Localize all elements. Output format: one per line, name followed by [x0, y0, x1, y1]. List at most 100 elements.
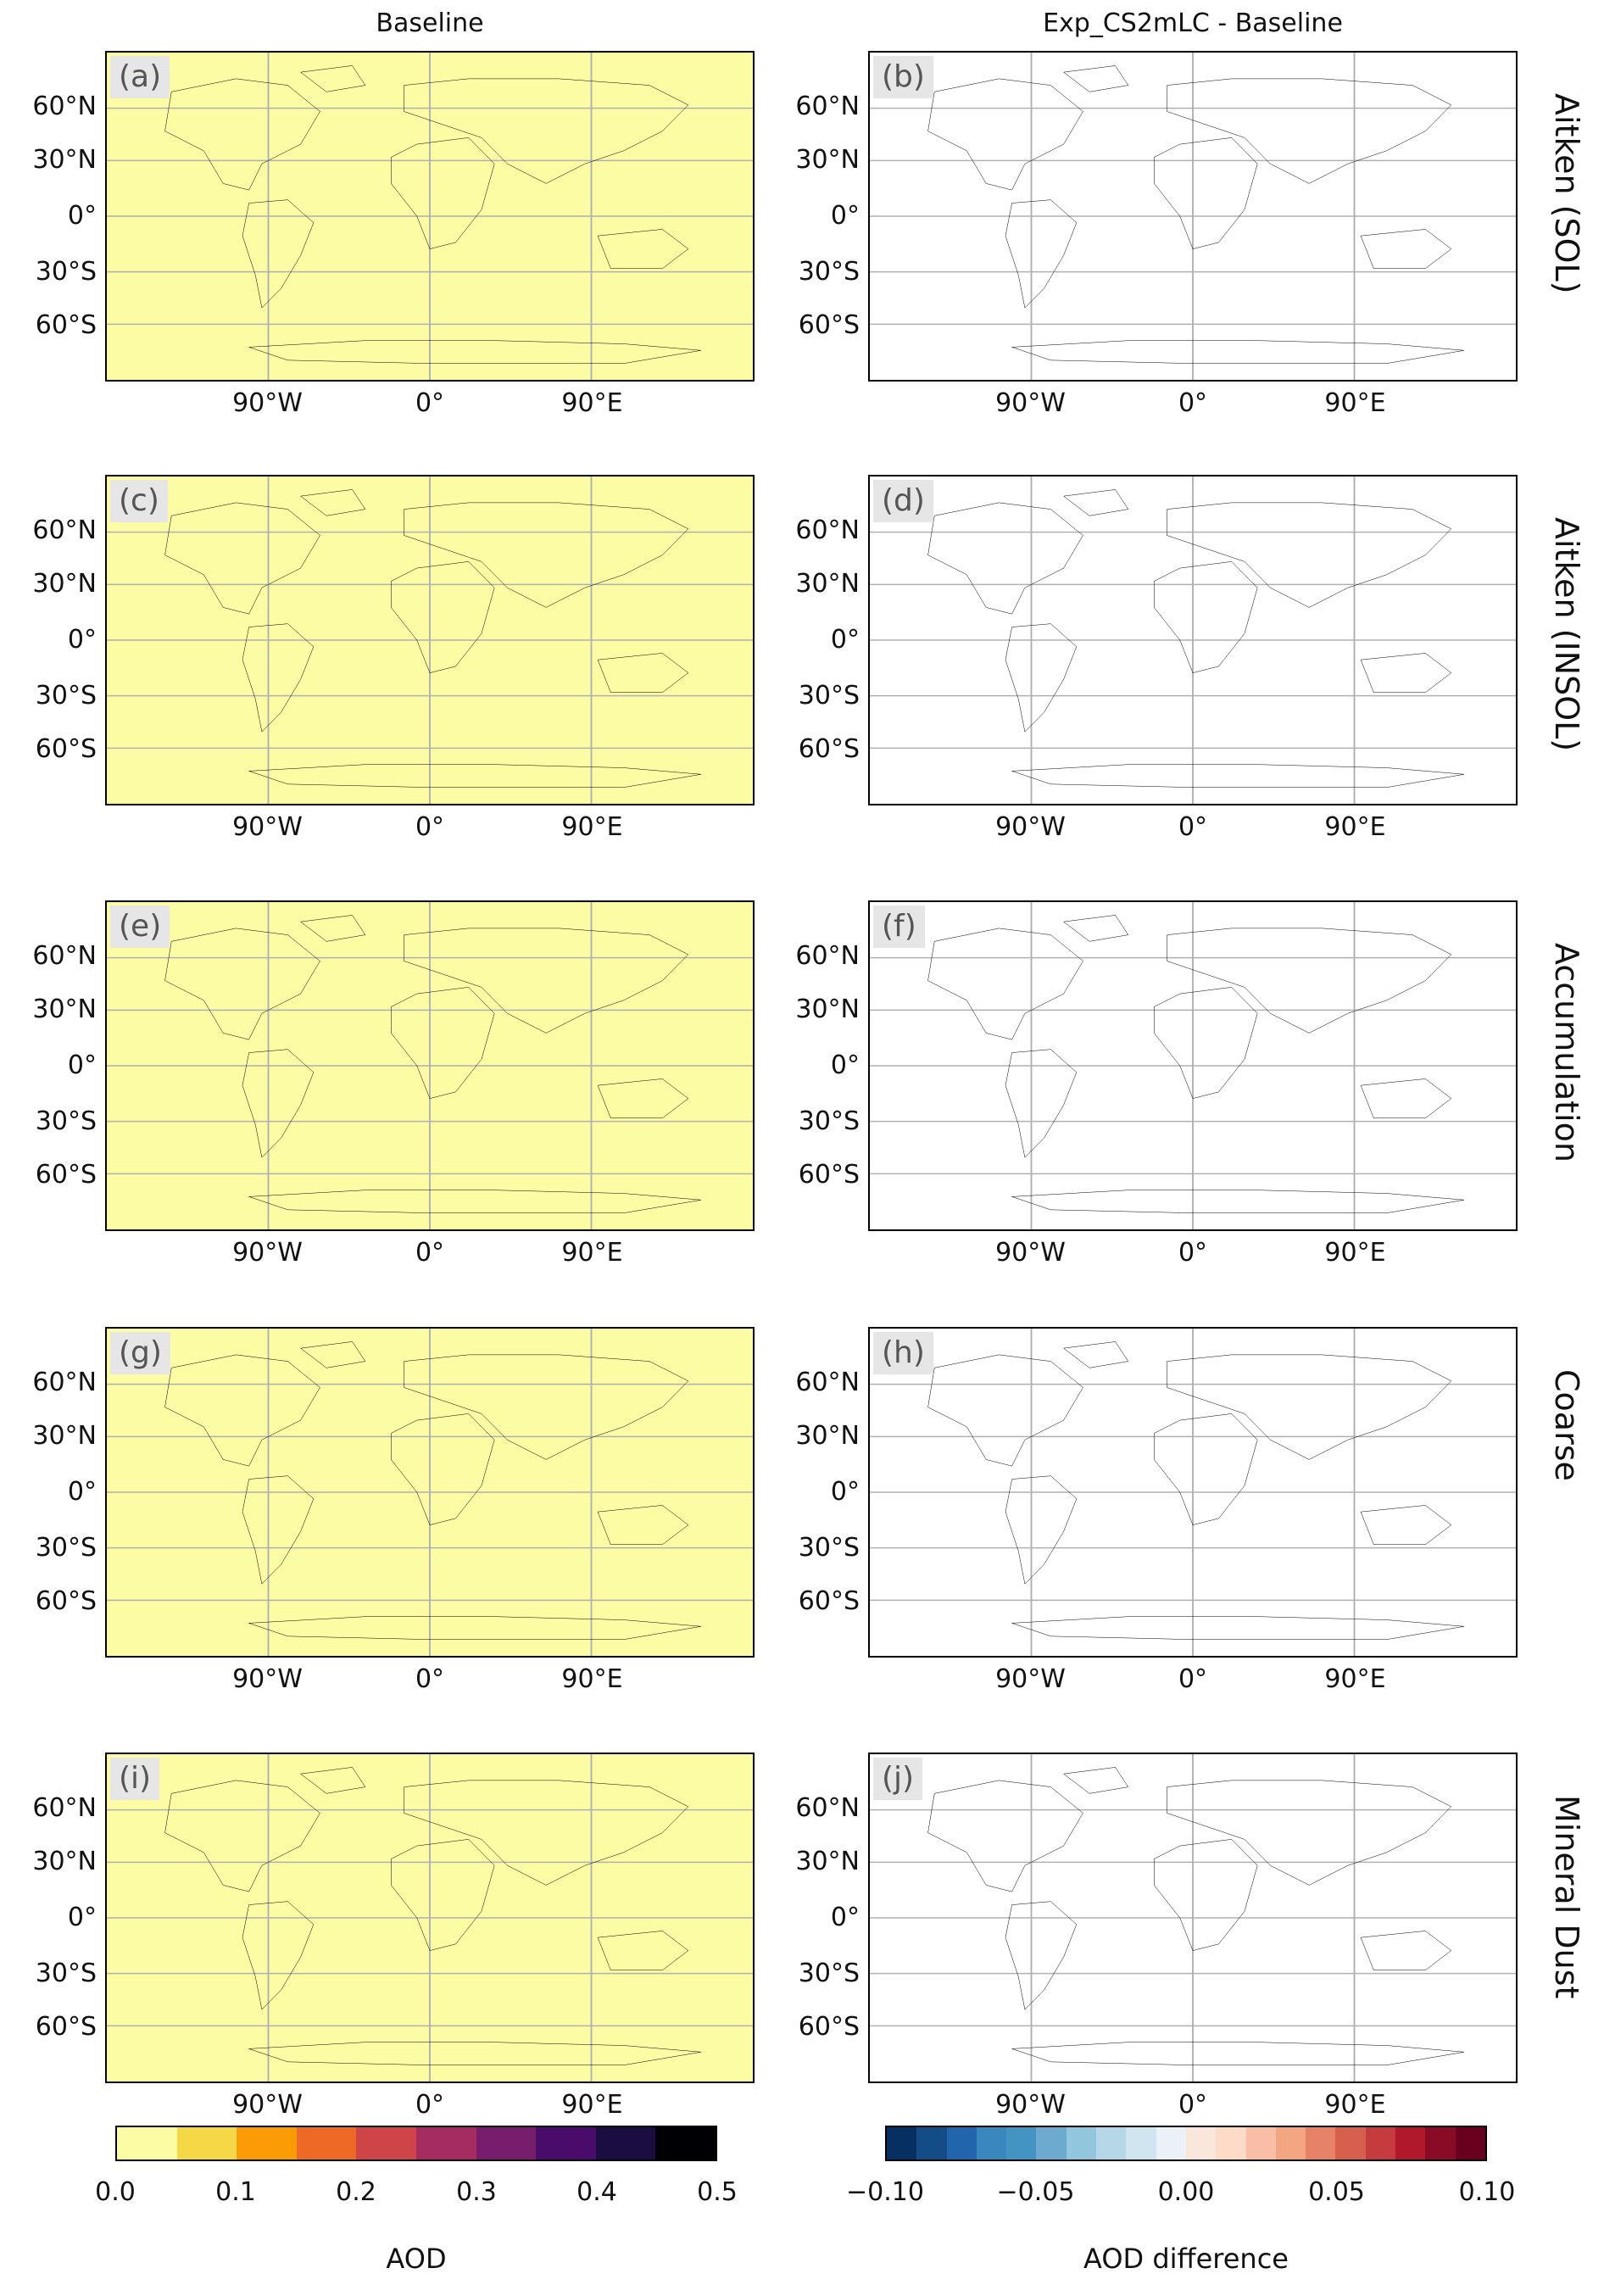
coastline: [391, 137, 494, 248]
longitude-tick-label: 90°E: [1324, 388, 1386, 418]
longitude-tick-label: 90°E: [1324, 2090, 1386, 2120]
coastline: [301, 1341, 365, 1368]
longitude-tick-label: 90°W: [232, 1238, 303, 1268]
colorbar-swatch: [415, 2127, 476, 2159]
coastline: [1154, 987, 1257, 1098]
coastline: [301, 1767, 365, 1793]
panel-letter: (i): [110, 1758, 160, 1800]
coastline: [1361, 1078, 1451, 1117]
coastline: [242, 1476, 314, 1584]
coastline: [1154, 561, 1257, 672]
latitude-tick-label: 60°N: [795, 1793, 860, 1824]
world-map: [107, 902, 753, 1229]
latitude-tick-label: 60°S: [35, 1159, 97, 1190]
latitude-tick-label: 0°: [67, 1050, 97, 1080]
longitude-tick-label: 0°: [415, 1664, 445, 1694]
coastline: [1167, 79, 1451, 184]
coastline: [1167, 1355, 1451, 1460]
longitude-tick-label: 90°W: [232, 1664, 303, 1694]
coastline: [1064, 1341, 1128, 1368]
world-map: [107, 476, 753, 804]
colorbar-swatch: [237, 2127, 297, 2159]
coastline: [165, 1355, 320, 1466]
longitude-tick-label: 90°E: [561, 812, 623, 842]
latitude-tick-label: 30°N: [795, 144, 860, 175]
latitude-tick-label: 30°N: [32, 568, 97, 599]
latitude-tick-label: 60°N: [795, 92, 860, 122]
coastline: [165, 1781, 320, 1892]
longitude-tick-label: 90°E: [1324, 812, 1386, 842]
latitude-tick-label: 30°S: [35, 1959, 97, 1989]
colorbar-tick-label: −0.10: [846, 2177, 924, 2207]
panel-letter: (e): [110, 906, 170, 948]
world-map: [870, 902, 1516, 1229]
coastline: [165, 928, 320, 1039]
coastline: [1012, 1190, 1464, 1213]
world-map: [870, 476, 1516, 804]
colorbar-swatch: [887, 2127, 917, 2159]
coastline: [1005, 624, 1077, 732]
colorbar-tick-label: 0.1: [215, 2177, 256, 2207]
latitude-tick-label: 60°N: [32, 515, 97, 546]
colorbar-swatch: [1036, 2127, 1067, 2159]
latitude-tick-label: 0°: [67, 625, 97, 655]
latitude-tick-label: 30°N: [795, 1420, 860, 1451]
colorbar-swatch: [1275, 2127, 1306, 2159]
longitude-tick-label: 90°W: [232, 2090, 303, 2120]
coastline: [1361, 229, 1451, 268]
latitude-tick-label: 30°S: [798, 1533, 860, 1563]
latitude-tick-label: 60°S: [798, 733, 860, 764]
difference-map-panel: (j): [868, 1753, 1518, 2083]
colorbar-swatch: [916, 2127, 947, 2159]
latitude-tick-label: 60°S: [35, 309, 97, 340]
coastline: [404, 503, 688, 608]
latitude-tick-label: 30°S: [798, 257, 860, 287]
colorbar-swatch: [1335, 2127, 1366, 2159]
latitude-tick-label: 60°S: [35, 1585, 97, 1616]
latitude-tick-label: 0°: [830, 625, 860, 655]
longitude-tick-label: 90°W: [995, 1238, 1066, 1268]
longitude-tick-label: 90°W: [232, 812, 303, 842]
diff-colorbar-label: AOD difference: [1083, 2243, 1289, 2275]
latitude-tick-label: 60°N: [32, 92, 97, 122]
baseline-map-panel: (i): [105, 1753, 755, 2083]
coastline: [1012, 765, 1464, 788]
coastline: [1005, 200, 1077, 308]
longitude-tick-label: 0°: [1178, 1238, 1208, 1268]
longitude-tick-label: 90°E: [1324, 1238, 1386, 1268]
panel-letter: (g): [110, 1332, 170, 1374]
world-map: [870, 53, 1516, 380]
longitude-tick-label: 0°: [1178, 2090, 1208, 2120]
latitude-tick-label: 30°N: [32, 1846, 97, 1876]
colorbar-swatch: [1455, 2127, 1485, 2159]
colorbar-swatch: [117, 2127, 177, 2159]
coastline: [1361, 1505, 1451, 1544]
coastline: [404, 928, 688, 1034]
colorbar-swatch: [1185, 2127, 1217, 2159]
coastline: [249, 1617, 701, 1640]
world-map: [107, 1329, 753, 1656]
coastline: [1012, 1617, 1464, 1640]
colorbar-tick-label: 0.3: [456, 2177, 497, 2207]
colorbar-swatch: [176, 2127, 237, 2159]
difference-map-panel: (d): [868, 475, 1518, 805]
coastline: [1012, 341, 1464, 364]
latitude-tick-label: 60°S: [798, 1585, 860, 1616]
colorbar-swatch: [1395, 2127, 1426, 2159]
row-label: Aitken (SOL): [1548, 93, 1585, 294]
colorbar-tick-label: 0.10: [1458, 2177, 1516, 2207]
colorbar-swatch: [655, 2127, 716, 2159]
diff-colorbar-swatches: [885, 2126, 1487, 2161]
difference-map-panel: (b): [868, 51, 1518, 382]
colorbar-swatch: [476, 2127, 537, 2159]
latitude-tick-label: 30°N: [32, 1420, 97, 1451]
difference-map-panel: (h): [868, 1327, 1518, 1658]
coastline: [1167, 1781, 1451, 1886]
colorbar-tick-label: 0.5: [697, 2177, 738, 2207]
latitude-tick-label: 30°S: [798, 1106, 860, 1137]
coastline: [242, 200, 314, 308]
colorbar-swatch: [356, 2127, 416, 2159]
colorbar-swatch: [1306, 2127, 1336, 2159]
coastline: [928, 928, 1083, 1039]
coastline: [249, 765, 701, 788]
